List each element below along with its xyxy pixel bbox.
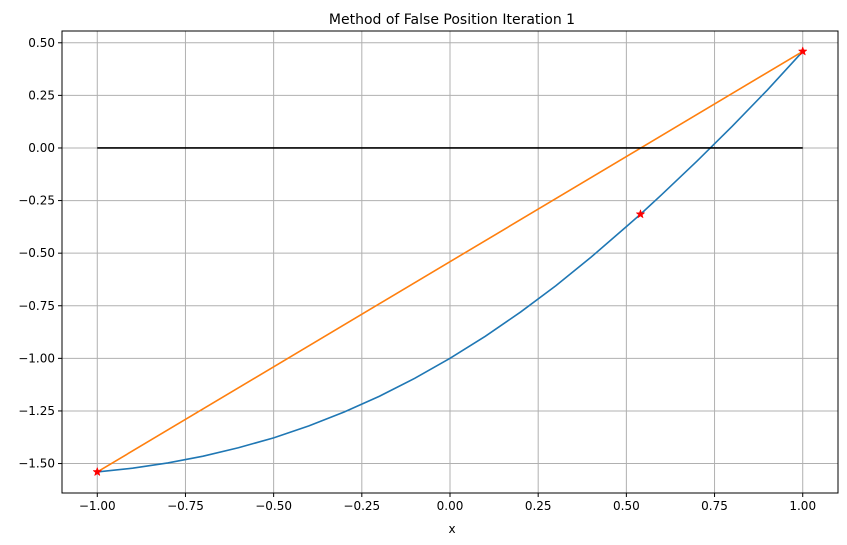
chart-title: Method of False Position Iteration 1 xyxy=(329,12,575,28)
y-tick-label: −1.00 xyxy=(18,351,55,365)
plot-lines xyxy=(96,50,804,473)
y-tick-label: −1.50 xyxy=(18,457,55,471)
series-curve xyxy=(97,50,804,473)
y-tick-label: −0.25 xyxy=(18,194,55,208)
x-tick-label: 0.25 xyxy=(525,499,552,513)
y-tick-label: −0.75 xyxy=(18,299,55,313)
star-marker xyxy=(797,46,808,56)
x-tick-label: −0.75 xyxy=(167,499,204,513)
x-tick-label: 1.00 xyxy=(789,499,816,513)
x-axis: −1.00 −0.75 −0.50 −0.25 0.00 0.25 0.50 0.75 1.00 xyxy=(79,493,816,513)
x-tick-label: −0.50 xyxy=(255,499,292,513)
x-axis-label: x xyxy=(448,522,455,536)
y-tick-label: −0.50 xyxy=(18,246,55,260)
y-tick-label: 0.00 xyxy=(28,141,55,155)
x-tick-label: 0.75 xyxy=(701,499,728,513)
y-tick-label: 0.25 xyxy=(28,88,55,102)
y-tick-label: −1.25 xyxy=(18,404,55,418)
x-tick-label: 0.00 xyxy=(437,499,464,513)
star-marker xyxy=(92,466,103,477)
x-tick-label: −1.00 xyxy=(79,499,116,513)
series-secant xyxy=(96,50,804,473)
plot-markers xyxy=(92,46,808,477)
y-axis: 0.50 0.25 0.00 −0.25 −0.50 −0.75 −1.00 −1.25 −1.… xyxy=(18,36,62,471)
x-tick-label: 0.50 xyxy=(613,499,640,513)
y-tick-label: 0.50 xyxy=(28,36,55,50)
x-tick-label: −0.25 xyxy=(343,499,380,513)
star-marker xyxy=(635,209,646,219)
